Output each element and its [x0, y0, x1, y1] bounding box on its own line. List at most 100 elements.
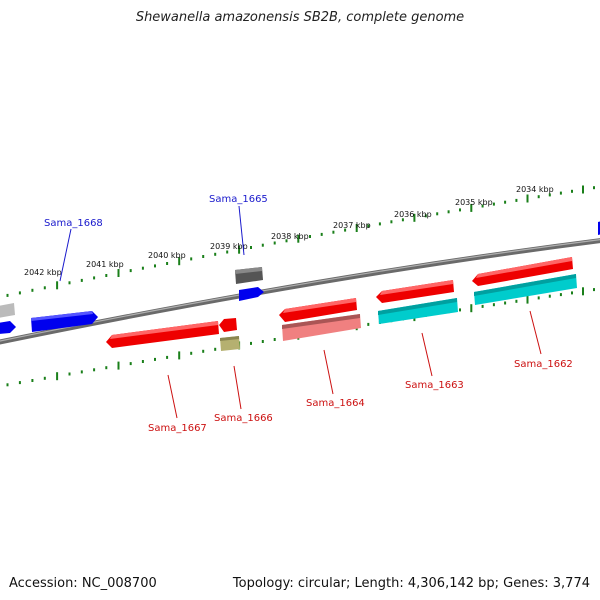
scale-label: 2035 kbp	[455, 198, 493, 207]
ruler-minor-tick	[378, 222, 381, 226]
ruler-major-tick	[470, 203, 473, 212]
gene-sama-1664[interactable]	[279, 298, 357, 322]
ruler-minor-tick	[31, 288, 34, 292]
gene-label-sama-1662[interactable]: Sama_1662	[514, 359, 573, 370]
ruler-minor-tick	[515, 299, 518, 303]
ruler-minor-tick	[105, 366, 108, 370]
ruler-minor-tick	[80, 370, 83, 374]
ruler-minor-tick	[190, 257, 193, 261]
ruler-minor-tick	[105, 274, 108, 277]
ruler-major-tick	[178, 351, 181, 360]
ruler-minor-tick	[367, 224, 370, 228]
ruler-minor-tick	[424, 214, 427, 218]
ruler-minor-tick	[43, 286, 46, 290]
leader-sama-1666	[233, 365, 242, 410]
gene-cyan-1[interactable]	[378, 298, 458, 324]
gene-sama-1667[interactable]	[106, 321, 219, 348]
ruler-minor-tick	[285, 239, 288, 243]
gene-label-sama-1665[interactable]: Sama_1665	[209, 194, 268, 205]
gene-left-forward-blue[interactable]	[0, 321, 16, 334]
ruler-minor-tick	[320, 232, 323, 236]
ruler-minor-tick	[571, 189, 573, 193]
topology-text: Topology: circular; Length: 4,306,142 bp…	[232, 576, 590, 591]
ruler-minor-tick	[226, 250, 229, 254]
leader-sama-1663	[421, 332, 433, 377]
genome-title: Shewanella amazonensis SB2B, complete ge…	[135, 10, 465, 25]
gene-cyan-2[interactable]	[474, 274, 577, 305]
ruler-major-tick	[582, 287, 584, 296]
ruler-minor-tick	[93, 368, 96, 372]
gene-label-sama-1667[interactable]: Sama_1667	[148, 423, 207, 434]
ruler-minor-tick	[559, 191, 562, 195]
leader-sama-1668	[59, 228, 72, 282]
gene-olive[interactable]	[220, 336, 240, 351]
ruler-minor-tick	[80, 278, 83, 282]
ruler-minor-tick	[447, 210, 450, 214]
ruler-minor-tick	[154, 357, 156, 361]
ruler-minor-tick	[166, 262, 169, 265]
ruler-minor-tick	[214, 252, 217, 256]
ruler-major-tick	[582, 185, 584, 194]
ruler-minor-tick	[504, 200, 507, 204]
ruler-minor-tick	[190, 351, 193, 355]
gene-label-sama-1663[interactable]: Sama_1663	[405, 380, 464, 391]
ruler-minor-tick	[6, 293, 9, 297]
gene-sama-1662[interactable]	[472, 257, 573, 286]
gene-sama-1665[interactable]	[239, 287, 264, 301]
ruler-minor-tick	[571, 291, 573, 295]
ruler-major-tick	[526, 194, 529, 203]
ruler-minor-tick	[548, 193, 551, 197]
ruler-minor-tick	[18, 291, 21, 295]
scale-label: 2041 kbp	[86, 260, 124, 269]
ruler-major-tick	[297, 234, 300, 243]
ruler-minor-tick	[367, 322, 370, 326]
gene-label-sama-1668[interactable]: Sama_1668	[44, 218, 103, 229]
ruler-minor-tick	[459, 208, 461, 212]
gene-pink[interactable]	[282, 314, 361, 341]
ruler-minor-tick	[344, 228, 347, 232]
ruler-major-tick	[117, 269, 120, 277]
gene-left-grey[interactable]	[0, 303, 15, 318]
ruler-major-tick	[355, 224, 358, 232]
ruler-minor-tick	[273, 338, 276, 341]
ruler-minor-tick	[214, 347, 217, 351]
ruler-minor-tick	[6, 383, 9, 387]
gene-label-sama-1666[interactable]: Sama_1666	[214, 413, 273, 424]
ruler-minor-tick	[202, 255, 205, 258]
gene-label-sama-1664[interactable]: Sama_1664	[306, 398, 365, 409]
upper-scale-ruler	[6, 185, 595, 297]
ruler-minor-tick	[481, 204, 484, 208]
scale-label: 2040 kbp	[148, 251, 186, 260]
gene-sama-1666[interactable]	[219, 318, 237, 332]
ruler-minor-tick	[481, 304, 484, 308]
ruler-minor-tick	[202, 349, 205, 353]
gene-sama-1668[interactable]	[31, 311, 98, 332]
ruler-minor-tick	[273, 241, 276, 245]
ruler-minor-tick	[459, 308, 461, 312]
ruler-minor-tick	[141, 360, 144, 363]
ruler-minor-tick	[141, 266, 144, 270]
ruler-minor-tick	[492, 303, 495, 307]
ruler-major-tick	[56, 281, 59, 290]
ruler-minor-tick	[332, 230, 335, 234]
scale-label: 2038 kbp	[271, 232, 309, 241]
gene-dark-upper[interactable]	[235, 267, 263, 284]
ruler-major-tick	[56, 372, 59, 381]
ruler-minor-tick	[515, 198, 518, 202]
ruler-major-tick	[117, 361, 120, 370]
accession-text: Accession: NC_008700	[9, 576, 157, 591]
scale-label: 2036 kbp	[394, 210, 432, 219]
ruler-minor-tick	[93, 276, 96, 280]
ruler-minor-tick	[129, 269, 132, 273]
leader-sama-1664	[323, 349, 334, 395]
ruler-minor-tick	[43, 376, 46, 380]
gene-sama-1663[interactable]	[376, 280, 454, 303]
ruler-minor-tick	[250, 246, 252, 249]
ruler-minor-tick	[309, 235, 311, 238]
ruler-minor-tick	[261, 243, 264, 247]
ruler-minor-tick	[593, 186, 595, 190]
ruler-minor-tick	[537, 296, 540, 300]
ruler-minor-tick	[250, 341, 252, 345]
ruler-minor-tick	[68, 281, 71, 285]
